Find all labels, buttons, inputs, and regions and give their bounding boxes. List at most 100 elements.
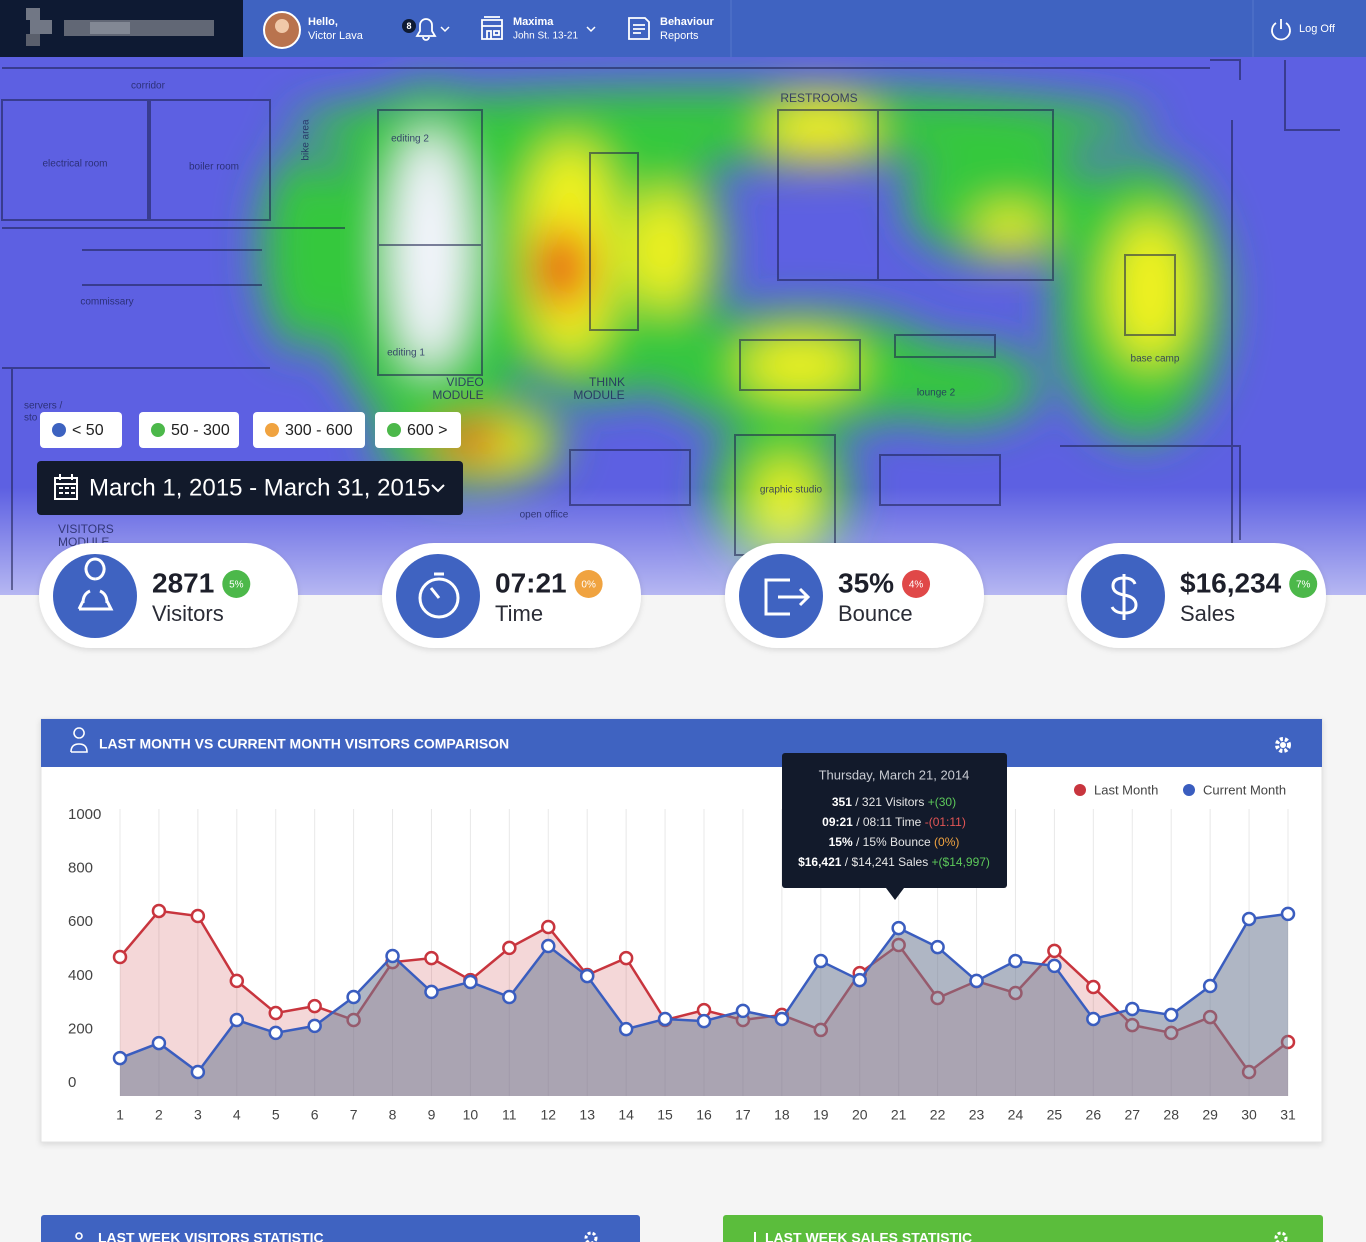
- y-tick-label: 600: [68, 913, 93, 930]
- stat-change: 7%: [1296, 580, 1311, 591]
- data-point[interactable]: [541, 938, 556, 954]
- data-point[interactable]: [1202, 978, 1218, 994]
- data-point[interactable]: [112, 1050, 128, 1066]
- data-point[interactable]: [774, 1011, 790, 1027]
- legend-dot: [1074, 784, 1086, 796]
- data-point[interactable]: [852, 972, 867, 988]
- data-point[interactable]: [618, 1021, 634, 1037]
- data-point[interactable]: [385, 948, 400, 964]
- room-label: commissary: [80, 297, 133, 308]
- data-point[interactable]: [1086, 979, 1101, 995]
- stat-value: $16,234: [1180, 567, 1282, 598]
- data-point[interactable]: [346, 989, 361, 1005]
- x-tick-label: 3: [194, 1107, 202, 1123]
- x-tick-label: 4: [233, 1107, 241, 1123]
- data-point[interactable]: [268, 1025, 283, 1041]
- room-label: sto: [24, 413, 38, 424]
- x-tick-label: 24: [1008, 1107, 1024, 1123]
- date-range: March 1, 2015 - March 31, 2015: [89, 474, 431, 501]
- legend-pill[interactable]: 50 - 300: [139, 412, 239, 448]
- stat-label: Bounce: [838, 601, 913, 626]
- x-tick-label: 23: [969, 1107, 985, 1123]
- data-point[interactable]: [307, 1018, 322, 1034]
- notifications[interactable]: 8: [402, 18, 450, 41]
- card-icon-bg: [53, 554, 137, 638]
- data-point[interactable]: [151, 903, 167, 919]
- data-point[interactable]: [696, 1013, 712, 1029]
- data-point[interactable]: [1280, 906, 1296, 922]
- user-name[interactable]: Victor Lava: [308, 30, 364, 42]
- room-label: open office: [520, 510, 569, 521]
- data-point[interactable]: [579, 968, 595, 984]
- data-point[interactable]: [151, 1035, 167, 1051]
- data-point[interactable]: [813, 953, 829, 969]
- reports-title: Behaviour: [660, 16, 715, 28]
- stat-label: Visitors: [152, 601, 224, 626]
- data-point[interactable]: [657, 1011, 673, 1027]
- notification-count: 8: [406, 21, 411, 31]
- data-point[interactable]: [735, 1003, 751, 1019]
- data-point[interactable]: [1125, 1001, 1140, 1017]
- settings-button[interactable]: [1275, 737, 1291, 753]
- x-tick-label: 26: [1086, 1107, 1102, 1123]
- date-picker[interactable]: March 1, 2015 - March 31, 2015: [37, 461, 463, 515]
- data-point[interactable]: [229, 1012, 245, 1028]
- room-label: lounge 2: [917, 388, 956, 399]
- legend-label: Last Month: [1094, 782, 1158, 797]
- data-point[interactable]: [190, 1064, 206, 1080]
- data-point[interactable]: [190, 908, 206, 924]
- x-tick-label: 1: [116, 1107, 124, 1123]
- room-label: THINK: [589, 375, 625, 389]
- room-label: servers /: [24, 401, 63, 412]
- data-point[interactable]: [1047, 943, 1062, 959]
- stat-value: 35%: [838, 567, 894, 598]
- pill-bg: [375, 412, 461, 448]
- x-tick-label: 25: [1047, 1107, 1063, 1123]
- heat-legend: < 50 50 - 300 300 - 600 600 >: [40, 412, 461, 448]
- stat-value: 2871: [152, 567, 214, 598]
- data-point[interactable]: [1047, 958, 1062, 974]
- legend-pill[interactable]: < 50: [40, 412, 122, 448]
- bottom-panel: LAST WEEK SALES STATISTIC: [723, 1215, 1323, 1242]
- data-point[interactable]: [463, 974, 478, 990]
- greeting: Hello,: [308, 16, 338, 28]
- x-tick-label: 2: [155, 1107, 163, 1123]
- data-point[interactable]: [618, 950, 634, 966]
- data-point[interactable]: [1008, 953, 1023, 969]
- navbar: Hello, Victor Lava 8 Maxima John St. 13-…: [0, 0, 1366, 57]
- legend-pill[interactable]: 300 - 600: [253, 412, 365, 448]
- data-point[interactable]: [229, 973, 245, 989]
- data-point[interactable]: [307, 998, 322, 1014]
- data-point[interactable]: [112, 949, 128, 965]
- data-point[interactable]: [424, 984, 439, 1000]
- stat-badge: [574, 570, 603, 598]
- y-tick-label: 1000: [68, 806, 101, 823]
- logoff[interactable]: Log Off: [1271, 19, 1336, 41]
- legend-pill[interactable]: 600 >: [375, 412, 461, 448]
- data-point[interactable]: [502, 989, 517, 1005]
- stat-badge: [222, 570, 251, 598]
- room-label: VISITORS: [58, 522, 114, 536]
- data-point[interactable]: [1241, 911, 1257, 927]
- room-label: VIDEO: [446, 375, 483, 389]
- stat-card: 35% 4% Bounce: [725, 543, 984, 648]
- data-point[interactable]: [1086, 1011, 1101, 1027]
- store-menu[interactable]: Maxima John St. 13-21: [481, 16, 596, 42]
- data-point[interactable]: [969, 973, 984, 989]
- reports-link[interactable]: Behaviour Reports: [628, 16, 715, 42]
- data-point[interactable]: [268, 1005, 283, 1021]
- data-point[interactable]: [1163, 1007, 1179, 1023]
- data-point[interactable]: [502, 940, 517, 956]
- data-point[interactable]: [541, 919, 556, 935]
- x-tick-label: 7: [350, 1107, 358, 1123]
- x-tick-label: 9: [428, 1107, 436, 1123]
- x-tick-label: 28: [1163, 1107, 1179, 1123]
- x-tick-label: 17: [735, 1107, 751, 1123]
- data-point[interactable]: [930, 939, 945, 955]
- data-point[interactable]: [424, 950, 439, 966]
- data-point[interactable]: [891, 920, 906, 936]
- x-tick-label: 30: [1241, 1107, 1257, 1123]
- y-tick-label: 0: [68, 1074, 76, 1091]
